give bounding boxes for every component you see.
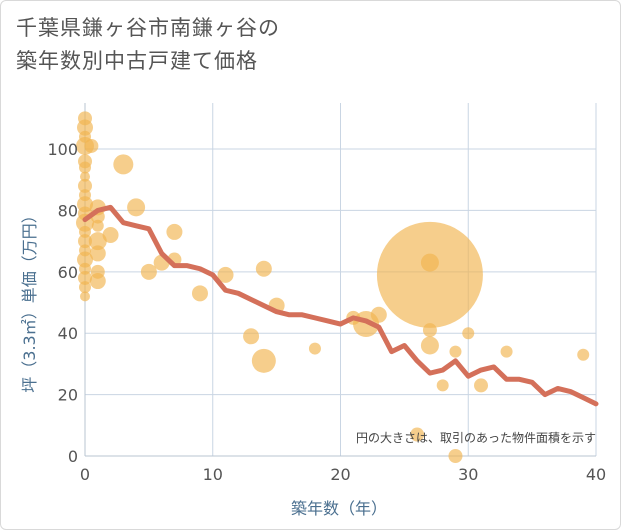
bubble-point bbox=[577, 348, 590, 361]
bubble-point bbox=[89, 245, 106, 262]
bubble-point bbox=[78, 270, 92, 285]
y-tick-label: 80 bbox=[58, 201, 78, 220]
bubble-point bbox=[449, 345, 462, 358]
y-axis-label: 坪（3.3㎡）単価（万円） bbox=[20, 207, 39, 392]
x-tick-label: 40 bbox=[586, 465, 606, 484]
bubble-point bbox=[78, 178, 92, 193]
bubble-point bbox=[410, 427, 425, 442]
bubble-point bbox=[113, 154, 134, 175]
y-tick-labels: 0 20 40 60 80 100 bbox=[47, 140, 78, 466]
y-tick-label: 100 bbox=[47, 140, 78, 159]
bubble-point bbox=[462, 327, 475, 340]
title-line-2: 築年数別中古戸建て価格 bbox=[16, 49, 258, 73]
bubble-point bbox=[191, 285, 208, 302]
bubble-point bbox=[251, 348, 276, 373]
bubble-point bbox=[376, 221, 483, 328]
chart-title: 千葉県鎌ヶ谷市南鎌ヶ谷の 築年数別中古戸建て価格 bbox=[16, 12, 280, 78]
bubble-point bbox=[448, 449, 463, 463]
bubble-point bbox=[127, 198, 146, 217]
bubble-point bbox=[102, 226, 119, 243]
trend-line bbox=[82, 204, 599, 407]
bubble-point bbox=[243, 328, 260, 345]
bubble-point bbox=[255, 260, 272, 277]
bubble-point bbox=[80, 171, 90, 182]
bubble-point bbox=[474, 378, 489, 393]
x-tick-label: 0 bbox=[80, 465, 90, 484]
trend-line-group bbox=[82, 204, 599, 407]
y-tick-label: 20 bbox=[58, 386, 78, 405]
x-tick-labels: 0 10 20 30 40 bbox=[80, 465, 606, 484]
bubble-point bbox=[89, 273, 106, 290]
bubble-series bbox=[76, 111, 590, 463]
bubble-point bbox=[88, 232, 107, 251]
bubble-point bbox=[79, 281, 91, 294]
bubble-point bbox=[79, 161, 91, 174]
y-tick-label: 60 bbox=[58, 263, 78, 282]
bubble-point bbox=[77, 251, 93, 268]
x-axis-label: 築年数（年） bbox=[291, 499, 387, 518]
bubble-point bbox=[436, 379, 449, 392]
bubble-point bbox=[420, 253, 439, 272]
bubble-point bbox=[500, 345, 513, 358]
bubble-point bbox=[420, 336, 439, 355]
y-tick-label: 0 bbox=[68, 447, 78, 466]
bubble-point bbox=[80, 291, 90, 302]
x-tick-label: 10 bbox=[203, 465, 223, 484]
y-tick-label: 40 bbox=[58, 324, 78, 343]
bubble-point bbox=[308, 342, 321, 355]
bubble-point bbox=[370, 306, 387, 323]
bubble-point bbox=[78, 234, 92, 249]
bubble-point bbox=[84, 138, 99, 153]
bubble-point bbox=[91, 219, 104, 232]
bubble-size-note: 円の大きさは、取引のあった物件面積を示す bbox=[356, 430, 596, 445]
bubble-point bbox=[166, 223, 183, 240]
grid-lines bbox=[84, 103, 597, 457]
bubble-point bbox=[217, 266, 234, 283]
x-tick-label: 30 bbox=[458, 465, 478, 484]
title-line-1: 千葉県鎌ヶ谷市南鎌ヶ谷の bbox=[16, 16, 280, 40]
x-tick-label: 20 bbox=[330, 465, 350, 484]
bubble-point bbox=[77, 119, 93, 136]
bubble-point bbox=[422, 323, 437, 338]
bubble-point bbox=[140, 263, 157, 280]
